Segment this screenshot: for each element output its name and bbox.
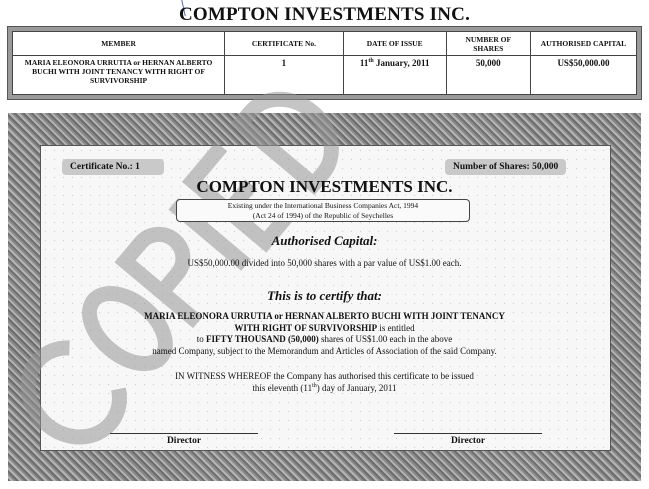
col-number-of-shares: NUMBER OF SHARES (445, 31, 531, 56)
member-register-table: MEMBER CERTIFICATE No. DATE OF ISSUE NUM… (7, 26, 642, 100)
witness-paragraph: IN WITNESS WHEREOF the Company has autho… (40, 371, 609, 394)
date-suffix: th (368, 58, 374, 64)
witness-line-1: IN WITNESS WHEREOF the Company has autho… (175, 371, 474, 381)
authorised-capital-heading: Authorised Capital: (271, 233, 378, 248)
shares-line-rest: shares of US$1.00 each in the above (318, 334, 453, 344)
incorporation-box: Existing under the International Busines… (176, 199, 470, 222)
certificate-number-tag: Certificate No.: 1 (62, 159, 164, 175)
table-row: MARIA ELEONORA URRUTIA or HERNAN ALBERTO… (11, 55, 638, 95)
witness-date-sup: th (312, 382, 317, 389)
col-member: MEMBER (11, 31, 226, 56)
cell-certificate-no: 1 (224, 55, 344, 95)
cell-shares: 50,000 (445, 55, 531, 95)
director-signature-line-left: Director (110, 433, 258, 447)
witness-date-pre: this eleventh (11 (252, 382, 313, 393)
register-title: COMPTON INVESTMENTS INC. (178, 4, 471, 25)
witness-date-post: ) day of January, 2011 (316, 382, 397, 393)
holder-line-1: MARIA ELEONORA URRUTIA or HERNAN ALBERTO… (144, 311, 505, 321)
incorporation-line-1: Existing under the International Busines… (227, 201, 419, 210)
certify-heading: This is to certify that: (267, 288, 382, 303)
col-certificate-no: CERTIFICATE No. (224, 31, 344, 56)
witness-line-2: this eleventh (11th) day of January, 201… (40, 383, 609, 395)
director-signature-line-right: Director (394, 433, 542, 447)
holder-line-2: WITH RIGHT OF SURVIVORSHIP is entitled (40, 323, 609, 335)
certify-paragraph: MARIA ELEONORA URRUTIA or HERNAN ALBERTO… (40, 311, 609, 357)
date-day: 11 (359, 58, 369, 68)
shares-line: to FIFTY THOUSAND (50,000) shares of US$… (40, 334, 609, 346)
col-date-of-issue: DATE OF ISSUE (342, 31, 447, 56)
authorised-capital-text: US$50,000.00 divided into 50,000 shares … (187, 258, 462, 268)
shares-line-pre: to (196, 334, 207, 344)
shares-line-bold: FIFTY THOUSAND (50,000) (206, 334, 319, 344)
memorandum-line: named Company, subject to the Memorandum… (152, 345, 497, 356)
incorporation-line-2: (Act 24 of 1994) of the Republic of Seyc… (252, 211, 394, 220)
cell-member: MARIA ELEONORA URRUTIA or HERNAN ALBERTO… (11, 55, 226, 95)
cell-date: 11th January, 2011 (342, 55, 447, 95)
col-authorised-capital: AUTHORISED CAPITAL (529, 31, 638, 56)
certificate-company-name: COMPTON INVESTMENTS INC. (196, 177, 453, 196)
number-of-shares-tag: Number of Shares: 50,000 (445, 159, 567, 175)
certificate-body (40, 145, 611, 451)
holder-line-2-rest: is entitled (377, 322, 415, 333)
date-rest: January, 2011 (373, 58, 430, 68)
cell-capital: US$50,000.00 (529, 55, 638, 95)
holder-line-2-bold: WITH RIGHT OF SURVIVORSHIP (234, 322, 378, 333)
